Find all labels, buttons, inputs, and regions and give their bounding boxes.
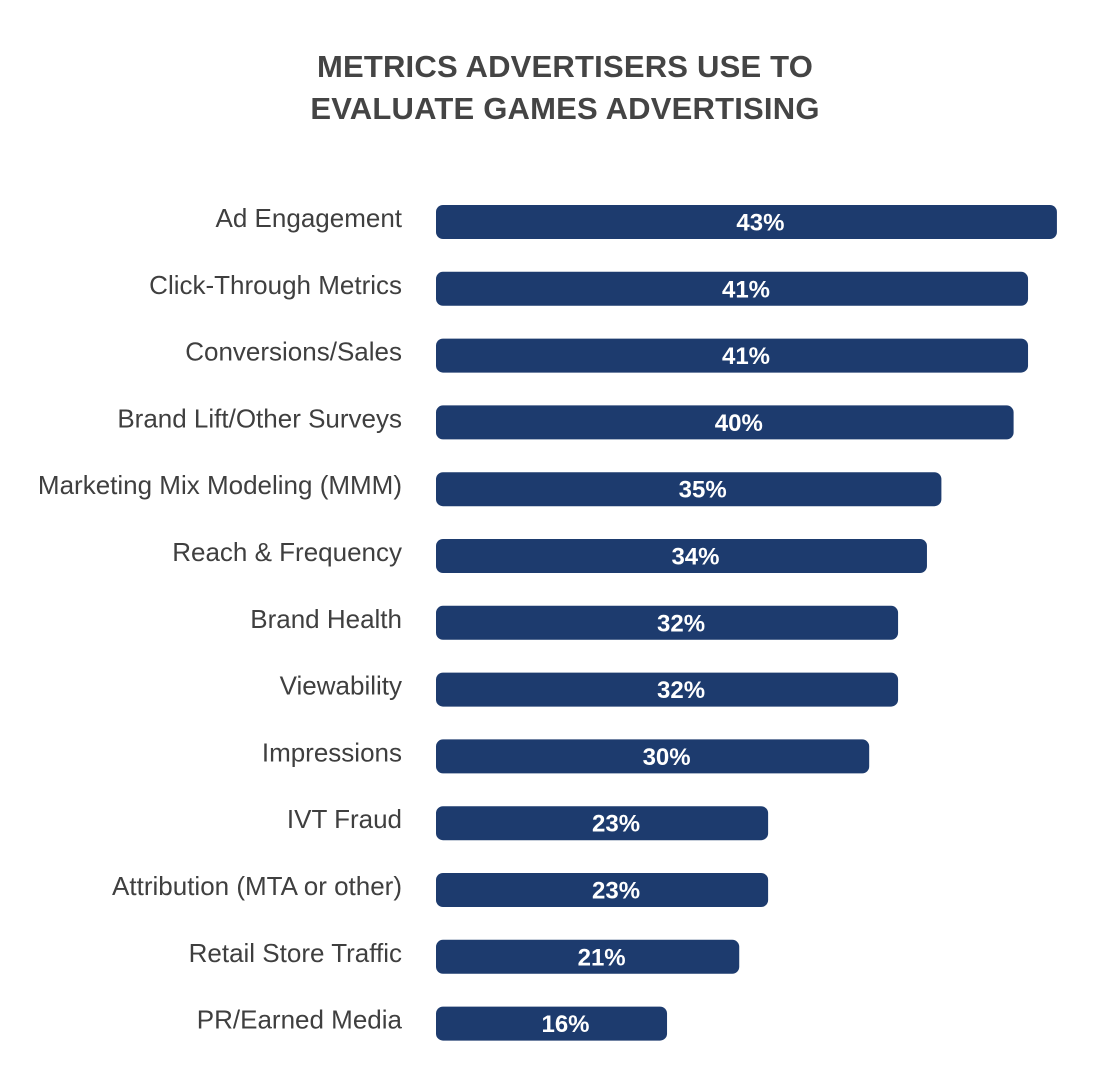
chart-title-line-2: EVALUATE GAMES ADVERTISING	[310, 91, 820, 126]
value-label-8: 30%	[643, 744, 691, 771]
bar-8	[436, 739, 870, 774]
value-label-12: 16%	[541, 1011, 589, 1038]
chart-title: METRICS ADVERTISERS USE TO EVALUATE GAME…	[0, 46, 1100, 130]
bar-2	[436, 338, 1029, 373]
bar-11	[436, 939, 740, 974]
category-label-10: Attribution (MTA or other)	[112, 871, 402, 901]
bar-5	[436, 539, 927, 573]
bar-6	[436, 605, 899, 640]
value-label-6: 32%	[657, 610, 705, 637]
value-label-3: 40%	[715, 410, 763, 437]
bar-3	[436, 405, 1014, 440]
category-label-1: Click-Through Metrics	[149, 270, 402, 300]
category-label-11: Retail Store Traffic	[189, 938, 402, 968]
value-label-0: 43%	[736, 210, 784, 237]
value-label-5: 34%	[671, 544, 719, 571]
bar-0	[436, 205, 1057, 239]
category-label-2: Conversions/Sales	[185, 337, 402, 367]
category-label-0: Ad Engagement	[216, 203, 403, 233]
value-label-7: 32%	[657, 677, 705, 704]
bar-4	[436, 472, 942, 507]
category-label-9: IVT Fraud	[287, 804, 402, 834]
bars-layer: Ad Engagement 43% Click-Through Metrics 41%…	[38, 203, 1057, 1041]
value-label-9: 23%	[592, 811, 640, 838]
category-label-7: Viewability	[280, 671, 402, 701]
value-label-1: 41%	[722, 276, 770, 303]
category-label-12: PR/Earned Media	[197, 1005, 403, 1035]
category-label-4: Marketing Mix Modeling (MMM)	[38, 470, 402, 500]
bar-12	[436, 1006, 668, 1041]
category-label-5: Reach & Frequency	[172, 537, 402, 567]
bar-7	[436, 672, 899, 707]
bar-10	[436, 873, 769, 907]
value-label-10: 23%	[592, 878, 640, 905]
chart-title-line-1: METRICS ADVERTISERS USE TO	[316, 49, 814, 84]
category-label-8: Impressions	[262, 737, 402, 767]
value-label-11: 21%	[578, 944, 626, 971]
value-label-2: 41%	[722, 343, 770, 370]
bar-9	[436, 806, 769, 841]
bar-1	[436, 271, 1029, 306]
value-label-4: 35%	[679, 477, 727, 504]
category-label-6: Brand Health	[250, 604, 402, 634]
category-label-3: Brand Lift/Other Surveys	[117, 403, 402, 433]
